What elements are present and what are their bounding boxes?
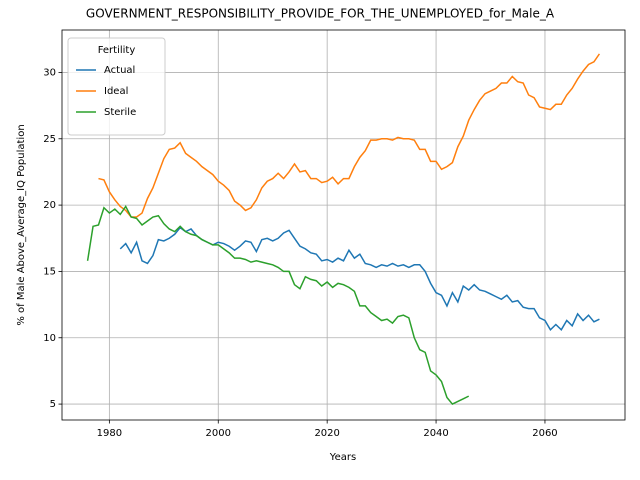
x-tick-label: 2040 [423,428,448,439]
legend-label: Sterile [104,107,136,118]
x-tick-label: 2020 [314,428,339,439]
y-tick-label: 10 [43,333,56,344]
y-tick-label: 30 [43,67,56,78]
y-tick-label: 15 [43,266,56,277]
data-line [86,204,470,406]
legend-label: Ideal [104,86,128,97]
data-line [119,226,600,332]
x-axis-label: Years [329,452,356,463]
x-tick-label: 1980 [97,428,122,439]
y-tick-label: 25 [43,134,56,145]
x-tick-label: 2000 [206,428,231,439]
chart-title: GOVERNMENT_RESPONSIBILITY_PROVIDE_FOR_TH… [86,7,555,21]
legend-title: Fertility [98,45,136,56]
y-tick-label: 20 [43,200,56,211]
plot-frame [61,29,626,421]
legend-box [67,37,166,136]
legend-label: Actual [104,65,135,76]
y-axis-label: % of Male Above_Average_IQ Population [16,124,27,325]
y-tick-label: 5 [50,399,56,410]
data-line [98,53,601,218]
x-tick-label: 2060 [532,428,557,439]
